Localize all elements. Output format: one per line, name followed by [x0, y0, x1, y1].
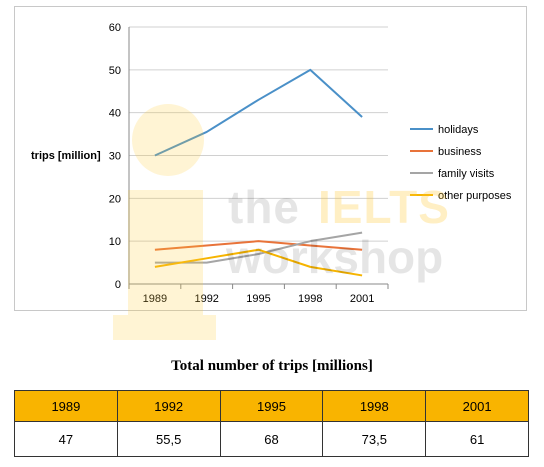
table-cell: 73,5 [322, 421, 427, 457]
table-cell: 68 [219, 421, 324, 457]
y-tick-label: 50 [109, 65, 121, 77]
y-tick-label: 40 [109, 108, 121, 120]
x-tick-label: 1998 [298, 293, 322, 305]
y-tick-label: 10 [109, 236, 121, 248]
line-chart: 0 10 20 30 40 50 60 1989 1992 1995 1998 2001 trips [… [31, 22, 512, 305]
table-header-cell: 1995 [219, 390, 324, 422]
x-tick-label: 1992 [194, 293, 218, 305]
table-header-cell: 2001 [425, 390, 529, 422]
y-tick-label: 20 [109, 193, 121, 205]
table-header-cell: 1992 [116, 390, 221, 422]
table-cell: 61 [425, 421, 529, 457]
legend-label: family visits [438, 168, 495, 180]
series-line-business [154, 240, 363, 251]
legend-label: business [438, 146, 482, 158]
y-tick-label: 0 [115, 279, 121, 291]
legend-label: other purposes [438, 190, 512, 202]
table-cell: 55,5 [116, 421, 221, 457]
table-row: 47 55,5 68 73,5 61 [14, 421, 529, 457]
y-axis-label: trips [million] [31, 150, 101, 162]
x-tick-label: 1989 [143, 293, 167, 305]
legend-label: holidays [438, 124, 479, 136]
table-header-row: 1989 1992 1995 1998 2001 [14, 390, 529, 422]
series-line-other-purposes [154, 248, 363, 277]
series-line-holidays [154, 68, 363, 157]
table-cell: 47 [14, 421, 118, 457]
table-title: Total number of trips [millions] [171, 358, 373, 374]
chart-frame: 0 10 20 30 40 50 60 1989 1992 1995 1998 2001 trips [… [14, 6, 527, 311]
y-tick-label: 30 [109, 151, 121, 163]
table-header-cell: 1998 [322, 390, 427, 422]
y-tick-label: 60 [109, 22, 121, 34]
series-line-family-visits [154, 231, 363, 264]
table-header-cell: 1989 [14, 390, 118, 422]
x-tick-label: 1995 [246, 293, 270, 305]
trips-table: 1989 1992 1995 1998 2001 47 55,5 68 73,5… [14, 390, 529, 457]
x-tick-label: 2001 [350, 293, 374, 305]
